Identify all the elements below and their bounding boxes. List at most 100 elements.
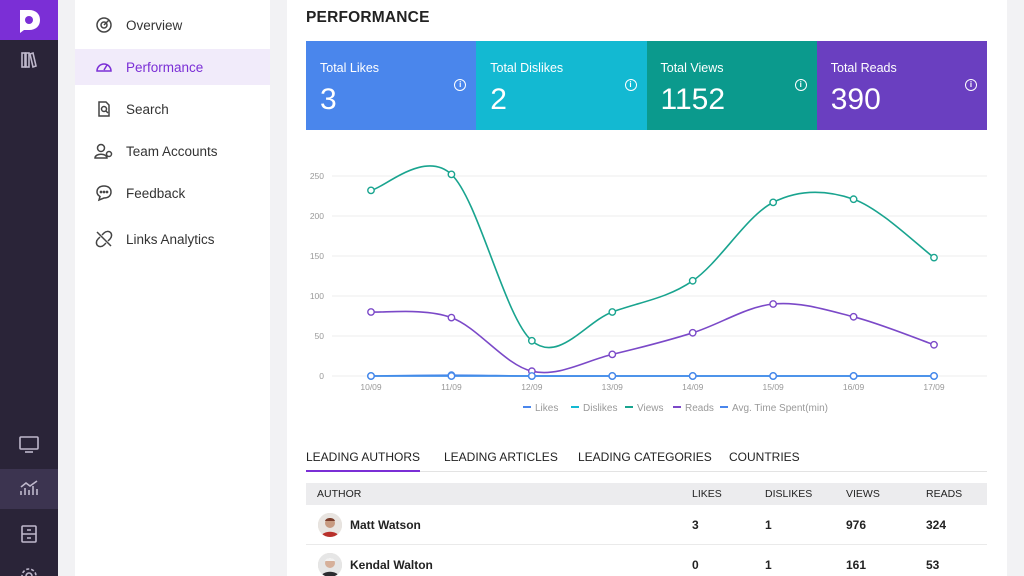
column-header-author[interactable]: AUTHOR (317, 488, 362, 500)
column-header-views[interactable]: VIEWS (846, 488, 880, 500)
menu-item-performance[interactable]: Performance (75, 49, 270, 85)
menu-item-label: Search (126, 101, 169, 117)
menu-item-team-accounts[interactable]: Team Accounts (75, 133, 270, 169)
data-point-reads (447, 313, 456, 322)
data-point-avg-time-spent-min (930, 372, 938, 380)
data-point-views (367, 186, 375, 195)
section-menu: Overview Performance Search Team Account… (75, 0, 270, 576)
dislikes-value: 1 (765, 558, 772, 572)
menu-item-label: Team Accounts (126, 143, 218, 159)
data-point-views (527, 336, 536, 345)
data-point-avg-time-spent-min (367, 372, 375, 380)
data-point-reads (849, 312, 858, 321)
data-point-avg-time-spent-min (527, 372, 536, 380)
avatar (318, 513, 342, 537)
main-panel: PERFORMANCE Total Likes 3 i Total Dislik… (287, 0, 1007, 576)
views-value: 161 (846, 558, 867, 572)
x-tick-label: 17/09 (923, 382, 945, 392)
author-name[interactable]: Matt Watson (350, 518, 421, 532)
views-value: 976 (846, 518, 867, 532)
info-icon[interactable]: i (624, 79, 637, 91)
data-point-reads (688, 328, 697, 337)
info-icon[interactable]: i (965, 79, 977, 91)
icon-rail (0, 0, 58, 576)
menu-item-overview[interactable]: Overview (75, 7, 270, 43)
y-tick-label: 50 (315, 331, 325, 341)
tab-countries[interactable]: COUNTRIES (729, 450, 800, 464)
column-header-reads[interactable]: READS (926, 488, 963, 500)
x-tick-label: 13/09 (602, 382, 624, 392)
stat-card-value: 390 (830, 83, 881, 116)
tab-leading-articles[interactable]: LEADING ARTICLES (444, 450, 558, 464)
data-point-avg-time-spent-min (608, 372, 617, 380)
stat-card-value: 2 (490, 83, 507, 116)
x-tick-label: 14/09 (682, 382, 704, 392)
stat-card-total-likes[interactable]: Total Likes 3 i (306, 41, 477, 130)
menu-item-search[interactable]: Search (75, 91, 270, 127)
series-line-views (370, 165, 935, 349)
avatar (318, 553, 342, 576)
info-icon[interactable]: i (794, 79, 807, 91)
column-header-likes[interactable]: LIKES (692, 488, 722, 500)
y-tick-label: 100 (310, 291, 324, 301)
y-tick-label: 150 (310, 251, 324, 261)
stat-card-label: Total Likes (320, 61, 380, 75)
table-header: AUTHOR LIKES DISLIKES VIEWS READS (306, 483, 987, 505)
y-tick-label: 200 (310, 211, 324, 221)
dislikes-value: 1 (765, 518, 772, 532)
data-point-views (688, 276, 697, 285)
info-icon[interactable]: i (454, 79, 467, 91)
author-name[interactable]: Kendal Walton (350, 558, 433, 572)
y-tick-label: 0 (319, 371, 324, 381)
x-tick-label: 10/09 (360, 382, 382, 392)
tab-leading-categories[interactable]: LEADING CATEGORIES (578, 450, 712, 464)
menu-item-label: Links Analytics (126, 231, 215, 247)
likes-value: 0 (692, 558, 699, 572)
page-title: PERFORMANCE (306, 9, 430, 26)
analytics-chart-icon[interactable] (0, 469, 58, 509)
legend-label-views: Views (637, 403, 664, 414)
y-tick-label: 250 (310, 171, 324, 181)
tab-leading-authors[interactable]: LEADING AUTHORS (306, 450, 421, 472)
menu-item-feedback[interactable]: Feedback (75, 175, 270, 211)
library-icon[interactable] (0, 40, 58, 80)
data-point-avg-time-spent-min (688, 372, 697, 380)
data-point-reads (769, 300, 778, 308)
reads-value: 53 (926, 558, 940, 572)
data-point-views (769, 198, 778, 207)
likes-value: 3 (692, 518, 699, 532)
stat-card-total-views[interactable]: Total Views 1152 i (646, 41, 817, 130)
column-header-dislikes[interactable]: DISLIKES (765, 488, 813, 500)
data-point-views (608, 308, 617, 316)
data-point-reads (608, 350, 617, 359)
data-point-reads (930, 340, 938, 349)
data-point-reads (367, 308, 375, 316)
legend-label-dislikes: Dislikes (583, 403, 617, 414)
menu-item-links-analytics[interactable]: Links Analytics (75, 221, 270, 257)
table-row[interactable]: Matt Watson 3 1 976 324 (306, 505, 987, 545)
monitor-icon[interactable] (0, 424, 58, 464)
settings-icon[interactable] (0, 556, 58, 576)
stat-card-label: Total Dislikes (490, 61, 564, 75)
performance-line-chart: 0 50 100 150 200 250 10/09 11/09 12/09 13/09 14/09… (310, 165, 987, 414)
stat-card-total-dislikes[interactable]: Total Dislikes 2 i (476, 41, 647, 130)
x-tick-label: 15/09 (763, 382, 785, 392)
stat-card-value: 3 (320, 83, 337, 116)
brand-logo-icon[interactable] (0, 0, 58, 40)
legend-label-reads: Reads (685, 403, 714, 414)
data-point-views (849, 195, 858, 204)
menu-item-label: Feedback (126, 185, 186, 201)
data-point-avg-time-spent-min (849, 372, 858, 380)
broken-link-icon (93, 228, 115, 250)
table-row[interactable]: Kendal Walton 0 1 161 53 (306, 545, 987, 576)
x-tick-label: 11/09 (441, 382, 462, 392)
stat-card-total-reads[interactable]: Total Reads 390 i (816, 41, 987, 130)
stat-card-label: Total Reads (830, 61, 897, 75)
search-document-icon (93, 98, 115, 120)
archive-icon[interactable] (0, 514, 58, 554)
x-tick-label: 12/09 (521, 382, 543, 392)
stat-card-value: 1152 (660, 83, 726, 116)
menu-item-label: Overview (126, 17, 183, 33)
leading-authors-table: AUTHOR LIKES DISLIKES VIEWS READS Matt W… (306, 483, 987, 576)
data-point-views (447, 170, 456, 179)
